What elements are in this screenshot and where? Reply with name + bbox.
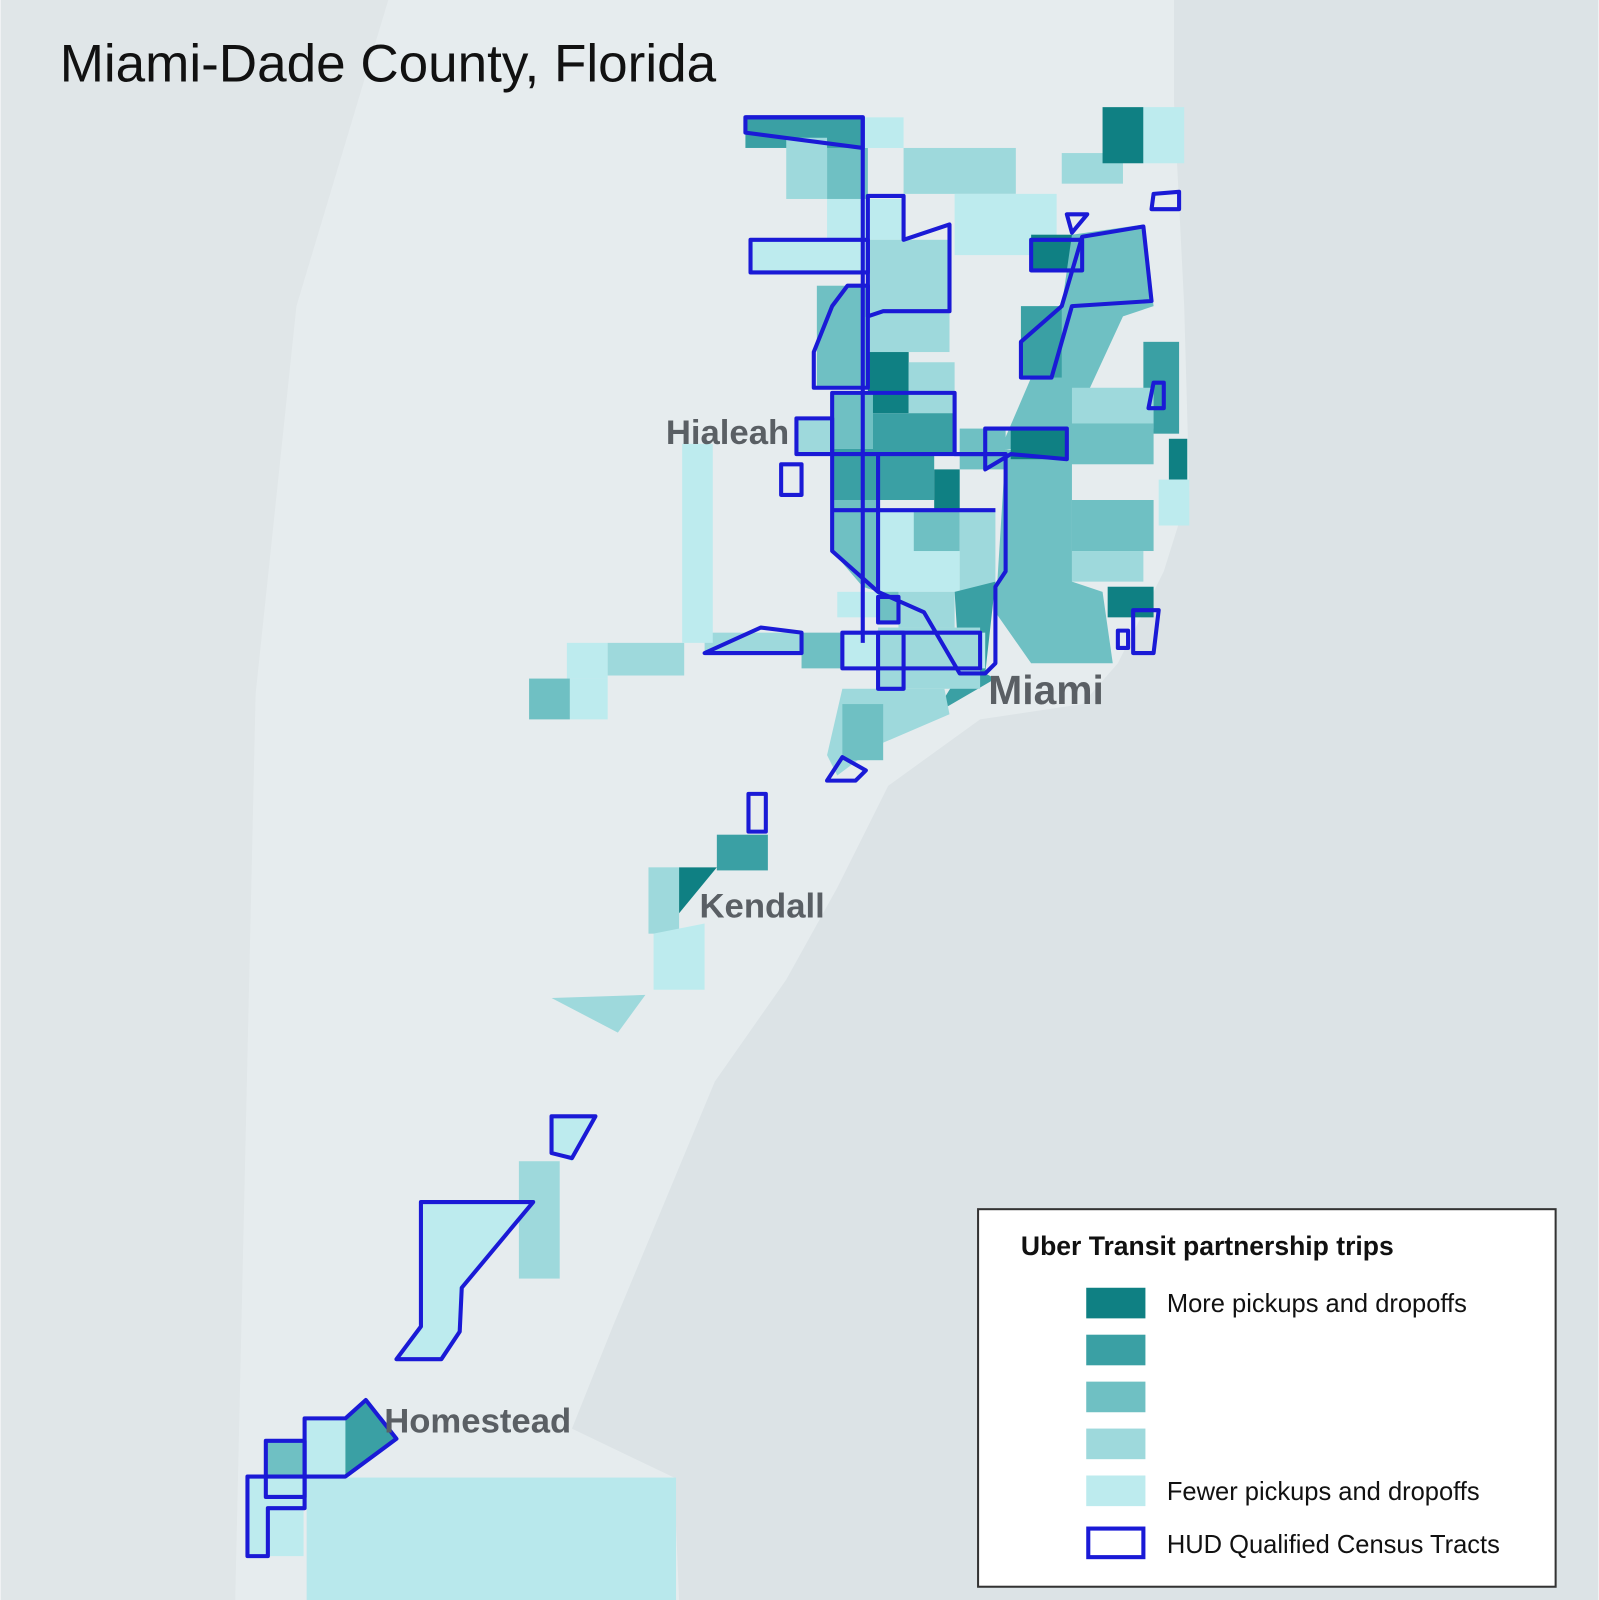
- hud-outline: [743, 115, 865, 150]
- hud-outline: [794, 416, 835, 457]
- hud-outline: [1146, 380, 1166, 411]
- hud-outline: [1149, 189, 1182, 212]
- hud-outline: [779, 462, 804, 497]
- hud-outline: [746, 791, 768, 834]
- hud-outline: [1131, 608, 1161, 656]
- land-west: [0, 0, 389, 1600]
- tract: [682, 443, 713, 643]
- legend: Uber Transit partnership trips More pick…: [977, 1208, 1557, 1588]
- tract: [903, 147, 1016, 194]
- tract: [566, 642, 608, 679]
- tract: [862, 117, 904, 148]
- hud-outline: [840, 630, 983, 671]
- legend-swatch: [1086, 1381, 1146, 1413]
- hud-outline: [245, 1474, 307, 1559]
- tract: [832, 500, 879, 592]
- legend-label: HUD Qualified Census Tracts: [1167, 1531, 1500, 1559]
- tract: [837, 591, 879, 618]
- tract: [607, 642, 685, 676]
- tract: [801, 632, 843, 669]
- tract: [832, 448, 935, 500]
- tract: [796, 418, 833, 455]
- tract: [1071, 387, 1154, 429]
- tract: [551, 994, 646, 1033]
- hud-outline: [825, 755, 868, 783]
- tract: [1158, 479, 1190, 526]
- park-area: [306, 1477, 677, 1600]
- tract: [1143, 107, 1185, 164]
- tract: [878, 627, 981, 689]
- hud-outline: [1029, 237, 1085, 273]
- hud-outline: [865, 193, 952, 319]
- place-label: Miami: [988, 667, 1104, 713]
- tract: [1107, 586, 1154, 618]
- hud-outline: [876, 594, 901, 625]
- tract: [995, 448, 1113, 664]
- tract: [832, 392, 873, 449]
- hud-outline: [1115, 628, 1131, 650]
- tract: [1066, 423, 1154, 465]
- tract: [1102, 107, 1144, 164]
- tract: [1000, 224, 1154, 449]
- tract: [872, 413, 955, 455]
- tract: [786, 137, 828, 199]
- hud-outline: [1064, 212, 1090, 235]
- tract: [750, 239, 868, 273]
- tract: [1168, 438, 1188, 480]
- hud-outline: [394, 1200, 536, 1362]
- tract: [569, 678, 608, 720]
- tract: [913, 510, 960, 552]
- tract: [959, 510, 996, 592]
- legend-box: [977, 1208, 1557, 1588]
- map-title: Miami-Dade County, Florida: [60, 35, 717, 94]
- legend-swatch: [1086, 1475, 1146, 1507]
- tract: [529, 678, 570, 720]
- hud-outline: [1018, 224, 1154, 380]
- water: [571, 0, 1599, 1600]
- tract: [934, 469, 960, 511]
- tract: [518, 1161, 560, 1279]
- place-label: Homestead: [384, 1403, 571, 1441]
- legend-swatch: [1086, 1428, 1146, 1460]
- hud-outline: [811, 283, 870, 390]
- hud-outline: [702, 625, 804, 656]
- hud-outline: [549, 1114, 598, 1161]
- legend-swatch: [1086, 1287, 1146, 1319]
- tract: [304, 1418, 346, 1477]
- tract: [679, 867, 717, 914]
- tract: [1071, 551, 1144, 582]
- legend-title: Uber Transit partnership trips: [1021, 1231, 1394, 1261]
- legend-swatch: [1086, 1526, 1146, 1560]
- tract: [827, 198, 904, 240]
- tracts: [247, 107, 1190, 1557]
- tract: [867, 239, 950, 353]
- place-label: Kendall: [700, 887, 825, 925]
- legend-swatch: [1086, 1334, 1146, 1366]
- tract: [549, 1116, 596, 1162]
- tract: [648, 867, 680, 934]
- tract: [867, 352, 909, 414]
- tract: [1071, 500, 1154, 552]
- legend-label: More pickups and dropoffs: [1167, 1290, 1467, 1318]
- tract: [716, 834, 768, 871]
- tract: [842, 704, 884, 761]
- tract: [704, 632, 802, 654]
- tract: [653, 923, 705, 990]
- tract: [898, 591, 955, 628]
- tract: [816, 285, 868, 388]
- hud-outlines: [245, 115, 1182, 1559]
- tract: [247, 1476, 304, 1557]
- place-label: Hialeah: [666, 414, 789, 452]
- hud-outline: [876, 630, 906, 691]
- hud-outline: [983, 426, 1069, 472]
- legend-label: Fewer pickups and dropoffs: [1167, 1478, 1480, 1506]
